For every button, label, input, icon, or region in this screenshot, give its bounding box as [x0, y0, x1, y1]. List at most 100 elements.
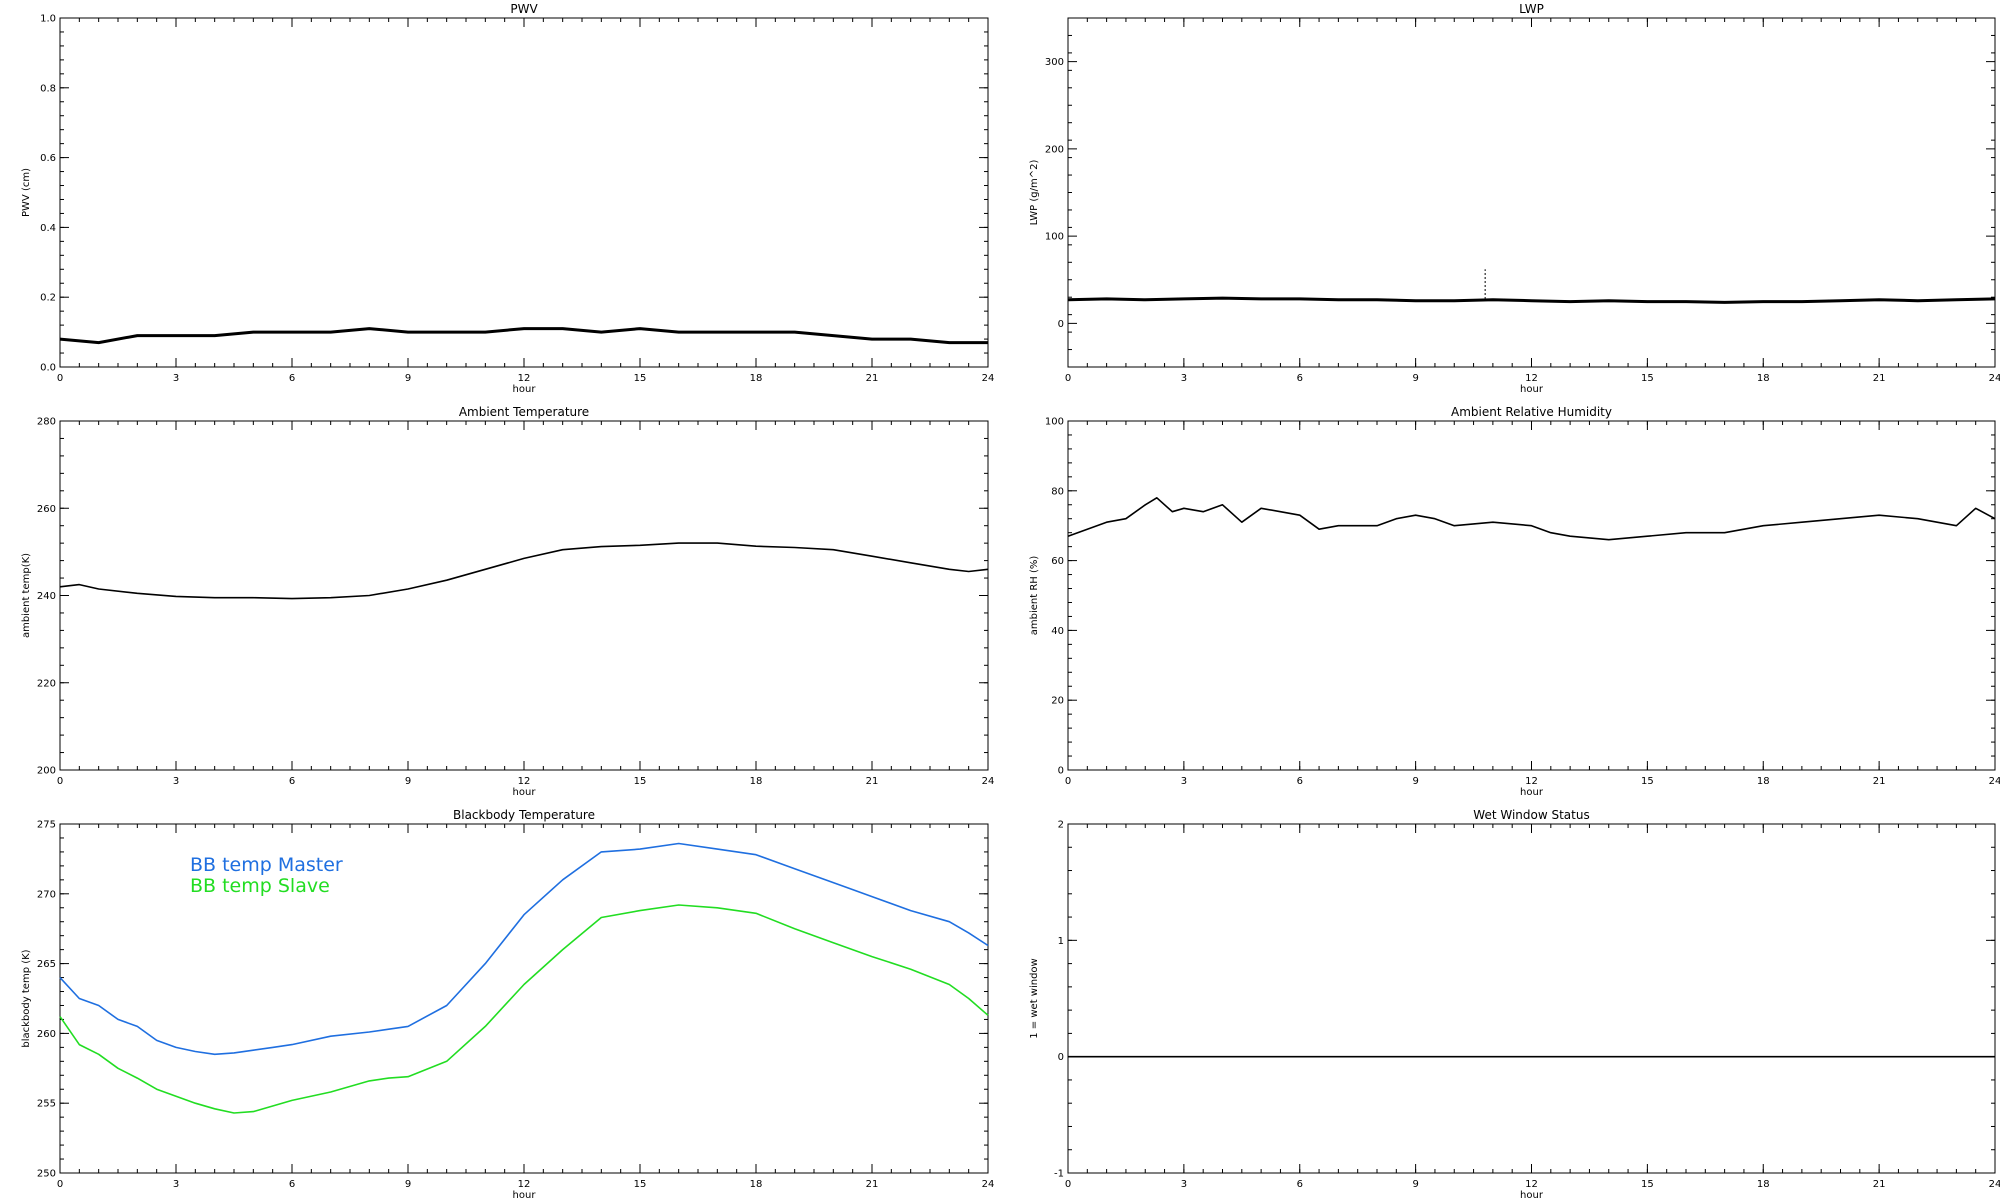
y-tick-label: 260 [37, 1029, 56, 1040]
x-tick-label: 12 [518, 373, 531, 384]
y-axis-label: PWV (cm) [21, 168, 32, 217]
x-tick-label: 0 [1065, 776, 1071, 787]
y-tick-label: 0.0 [40, 363, 56, 374]
y-tick-label: 0.4 [40, 223, 56, 234]
x-tick-label: 6 [289, 776, 295, 787]
x-tick-label: 18 [1757, 373, 1770, 384]
x-tick-label: 24 [982, 776, 995, 787]
chart-title: Blackbody Temperature [453, 808, 595, 822]
x-tick-label: 12 [1525, 1179, 1538, 1190]
x-tick-label: 6 [1297, 776, 1303, 787]
x-tick-label: 18 [750, 373, 763, 384]
x-tick-label: 15 [634, 776, 647, 787]
plot-frame [1067, 17, 1996, 368]
y-axis-label: ambient RH (%) [1029, 556, 1040, 636]
y-tick-label: 240 [37, 591, 56, 602]
y-tick-label: 0 [1058, 319, 1064, 330]
panel-blackbody_temperature: Blackbody Temperature 0 3 6 9 12 15 18 21 24 250 25… [21, 808, 994, 1200]
series-line-bb-temp-master [59, 842, 989, 1056]
x-tick-label: 0 [1065, 1179, 1071, 1190]
y-tick-label: 40 [1051, 626, 1064, 637]
x-tick-label: 0 [1065, 373, 1071, 384]
y-tick-label: 60 [1051, 556, 1064, 567]
x-axis-label: hour [513, 1190, 537, 1200]
x-tick-label: 0 [57, 373, 63, 384]
x-axis-label: hour [1520, 787, 1544, 798]
y-axis-label: ambient temp(K) [21, 553, 32, 638]
x-tick-label: 3 [173, 1179, 179, 1190]
x-tick-label: 3 [1181, 776, 1187, 787]
x-tick-label: 18 [1757, 1179, 1770, 1190]
x-tick-label: 21 [866, 373, 879, 384]
y-tick-label: 0.8 [40, 83, 56, 94]
x-axis-label: hour [1520, 384, 1544, 395]
y-tick-label: 100 [1045, 232, 1064, 243]
x-tick-label: 24 [982, 1179, 995, 1190]
chart-title: LWP [1519, 2, 1544, 16]
x-tick-label: 6 [289, 1179, 295, 1190]
x-tick-label: 9 [405, 776, 411, 787]
series-line-pwv [59, 327, 988, 345]
x-tick-label: 0 [57, 776, 63, 787]
chart-title: Ambient Temperature [459, 405, 589, 419]
chart-title: Wet Window Status [1473, 808, 1589, 822]
chart-title: Ambient Relative Humidity [1451, 405, 1612, 419]
x-axis-label: hour [1520, 1190, 1544, 1200]
x-tick-label: 3 [173, 373, 179, 384]
x-tick-label: 6 [1297, 373, 1303, 384]
plot-frame [59, 420, 989, 771]
x-tick-label: 21 [1873, 776, 1886, 787]
x-tick-label: 9 [405, 373, 411, 384]
x-tick-label: 21 [1873, 373, 1886, 384]
legend-entry: BB temp Slave [190, 875, 330, 897]
x-tick-label: 18 [750, 1179, 763, 1190]
x-tick-label: 18 [1757, 776, 1770, 787]
x-tick-label: 12 [518, 1179, 531, 1190]
x-tick-label: 12 [1525, 776, 1538, 787]
panel-pwv: PWV 0 3 6 9 12 15 18 21 24 0.0 0.2 0.4 0.6 0.8 1.0 hour P… [21, 2, 994, 395]
x-tick-label: 0 [57, 1179, 63, 1190]
plot-frame [1067, 823, 1996, 1174]
series-line-lwp [1067, 296, 1996, 304]
y-tick-label: 0 [1058, 766, 1064, 777]
y-tick-label: 0 [1058, 1052, 1064, 1063]
x-tick-label: 6 [1297, 1179, 1303, 1190]
x-tick-label: 3 [173, 776, 179, 787]
x-tick-label: 24 [1989, 373, 2000, 384]
y-tick-label: 0.2 [40, 293, 56, 304]
y-tick-label: 2 [1058, 820, 1064, 831]
y-tick-label: 1.0 [40, 14, 56, 25]
y-tick-label: 100 [1045, 417, 1064, 428]
x-tick-label: 12 [518, 776, 531, 787]
x-tick-label: 24 [1989, 1179, 2000, 1190]
x-tick-label: 15 [634, 373, 647, 384]
y-tick-label: 20 [1051, 696, 1064, 707]
y-tick-label: 1 [1058, 936, 1064, 947]
legend-entry: BB temp Master [190, 854, 343, 876]
y-tick-label: 200 [1045, 144, 1064, 155]
x-tick-label: 9 [1412, 1179, 1418, 1190]
chart-title: PWV [510, 2, 538, 16]
plot-frame [59, 17, 989, 368]
x-tick-label: 3 [1181, 1179, 1187, 1190]
y-tick-label: 280 [37, 417, 56, 428]
x-tick-label: 18 [750, 776, 763, 787]
x-tick-label: 9 [1412, 373, 1418, 384]
y-tick-label: 300 [1045, 57, 1064, 68]
y-axis-label: blackbody temp (K) [21, 949, 32, 1047]
y-tick-label: 270 [37, 889, 56, 900]
x-tick-label: 15 [1641, 776, 1654, 787]
panel-ambient_rh: Ambient Relative Humidity 0 3 6 9 12 15 18 21 24 0… [1029, 405, 2000, 798]
x-tick-label: 15 [1641, 373, 1654, 384]
x-tick-label: 21 [1873, 1179, 1886, 1190]
y-tick-label: 265 [37, 959, 56, 970]
y-tick-label: 275 [37, 820, 56, 831]
x-tick-label: 12 [1525, 373, 1538, 384]
y-axis-label: LWP (g/m^2) [1029, 160, 1040, 226]
panel-ambient_temperature: Ambient Temperature 0 3 6 9 12 15 18 21 24 200 220 2… [21, 405, 994, 798]
x-tick-label: 6 [289, 373, 295, 384]
y-tick-label: 80 [1051, 486, 1064, 497]
y-tick-label: 220 [37, 678, 56, 689]
x-tick-label: 24 [1989, 776, 2000, 787]
